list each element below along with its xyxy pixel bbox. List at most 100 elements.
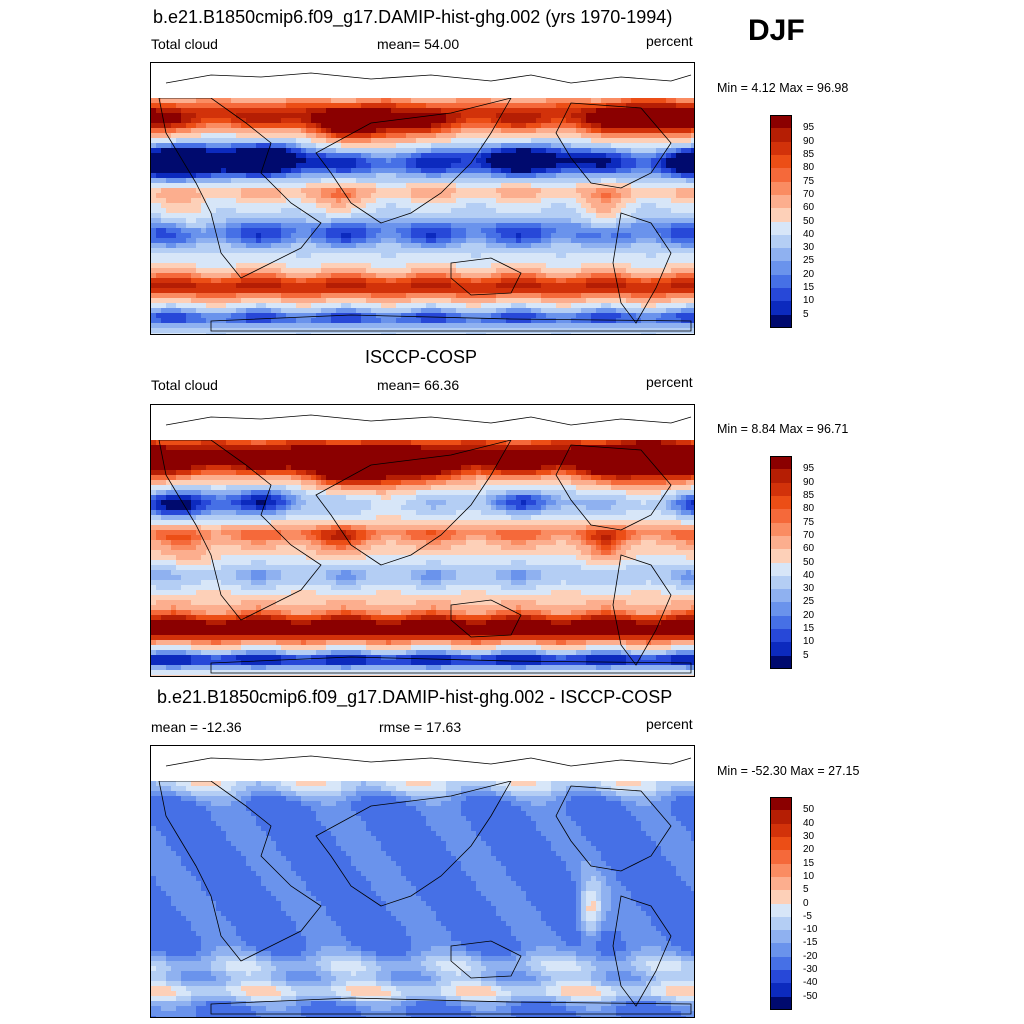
map-cell xyxy=(621,163,627,169)
map-cell xyxy=(551,233,557,239)
map-cell xyxy=(316,263,322,269)
map-cell xyxy=(341,253,347,259)
map-cell xyxy=(496,213,502,219)
map-cell xyxy=(606,318,612,324)
map-cell xyxy=(311,248,317,254)
map-cell xyxy=(626,128,632,134)
map-cell xyxy=(681,248,687,254)
map-cell xyxy=(301,148,307,154)
map-cell xyxy=(216,233,222,239)
map-cell xyxy=(631,203,637,209)
map-cell xyxy=(211,103,217,109)
map-cell xyxy=(566,128,572,134)
map-cell xyxy=(546,123,552,129)
map-cell xyxy=(166,218,172,224)
map-cell xyxy=(306,278,312,284)
map-cell xyxy=(671,183,677,189)
map-cell xyxy=(541,203,547,209)
map-cell xyxy=(666,163,672,169)
map-cell xyxy=(611,228,617,234)
map-cell xyxy=(326,113,332,119)
map-cell xyxy=(691,178,694,184)
map-cell xyxy=(551,228,557,234)
map-cell xyxy=(541,243,547,249)
map-cell xyxy=(476,248,482,254)
map-cell xyxy=(651,133,657,139)
map-cell xyxy=(266,203,272,209)
map-cell xyxy=(366,223,372,229)
map-cell xyxy=(506,263,512,269)
map-cell xyxy=(366,258,372,264)
map-cell xyxy=(161,318,167,324)
map-cell xyxy=(516,118,522,124)
map-cell xyxy=(341,208,347,214)
map-cell xyxy=(401,183,407,189)
map-cell xyxy=(211,278,217,284)
map-cell xyxy=(391,248,397,254)
map-cell xyxy=(651,238,657,244)
map-cell xyxy=(201,183,207,189)
map-cell xyxy=(306,173,312,179)
map-cell xyxy=(591,133,597,139)
map-cell xyxy=(516,213,522,219)
map-cell xyxy=(171,253,177,259)
map-cell xyxy=(606,118,612,124)
map-cell xyxy=(651,213,657,219)
map-cell xyxy=(591,253,597,259)
map-cell xyxy=(251,278,257,284)
map-cell xyxy=(496,288,502,294)
map-cell xyxy=(561,263,567,269)
map-cell xyxy=(426,213,432,219)
map-cell xyxy=(411,148,417,154)
map-cell xyxy=(211,313,217,319)
map-cell xyxy=(341,193,347,199)
map-cell xyxy=(506,188,512,194)
map-cell xyxy=(401,308,407,314)
map-cell xyxy=(416,103,422,109)
map-cell xyxy=(516,248,522,254)
map-cell xyxy=(571,223,577,229)
map-cell xyxy=(421,268,427,274)
map-cell xyxy=(511,303,517,309)
map-cell xyxy=(526,273,532,279)
map-cell xyxy=(251,163,257,169)
map-cell xyxy=(151,188,157,194)
map-cell xyxy=(561,223,567,229)
map-cell xyxy=(656,308,662,314)
map-cell xyxy=(196,303,202,309)
map-cell xyxy=(566,313,572,319)
map-cell xyxy=(401,123,407,129)
map-cell xyxy=(506,113,512,119)
map-cell xyxy=(196,103,202,109)
map-cell xyxy=(291,313,297,319)
map-cell xyxy=(561,253,567,259)
map-cell xyxy=(256,273,262,279)
map-cell xyxy=(181,168,187,174)
map-cell xyxy=(186,253,192,259)
map-cell xyxy=(356,138,362,144)
map-cell xyxy=(151,303,157,309)
map-cell xyxy=(486,313,492,319)
map-cell xyxy=(541,228,547,234)
map-cell xyxy=(401,243,407,249)
map-cell xyxy=(291,163,297,169)
map-cell xyxy=(356,253,362,259)
map-cell xyxy=(271,243,277,249)
map-cell xyxy=(311,233,317,239)
map-cell xyxy=(651,308,657,314)
map-cell xyxy=(686,168,692,174)
map-cell xyxy=(291,223,297,229)
map-cell xyxy=(371,288,377,294)
map-cell xyxy=(251,98,257,104)
map-cell xyxy=(191,223,197,229)
map-cell xyxy=(411,233,417,239)
map-cell xyxy=(691,173,694,179)
map-cell xyxy=(646,253,652,259)
map-cell xyxy=(616,283,622,289)
map-cell xyxy=(561,288,567,294)
map-cell xyxy=(446,258,452,264)
map-cell xyxy=(311,258,317,264)
map-cell xyxy=(301,203,307,209)
map-cell xyxy=(671,303,677,309)
map-cell xyxy=(166,123,172,129)
